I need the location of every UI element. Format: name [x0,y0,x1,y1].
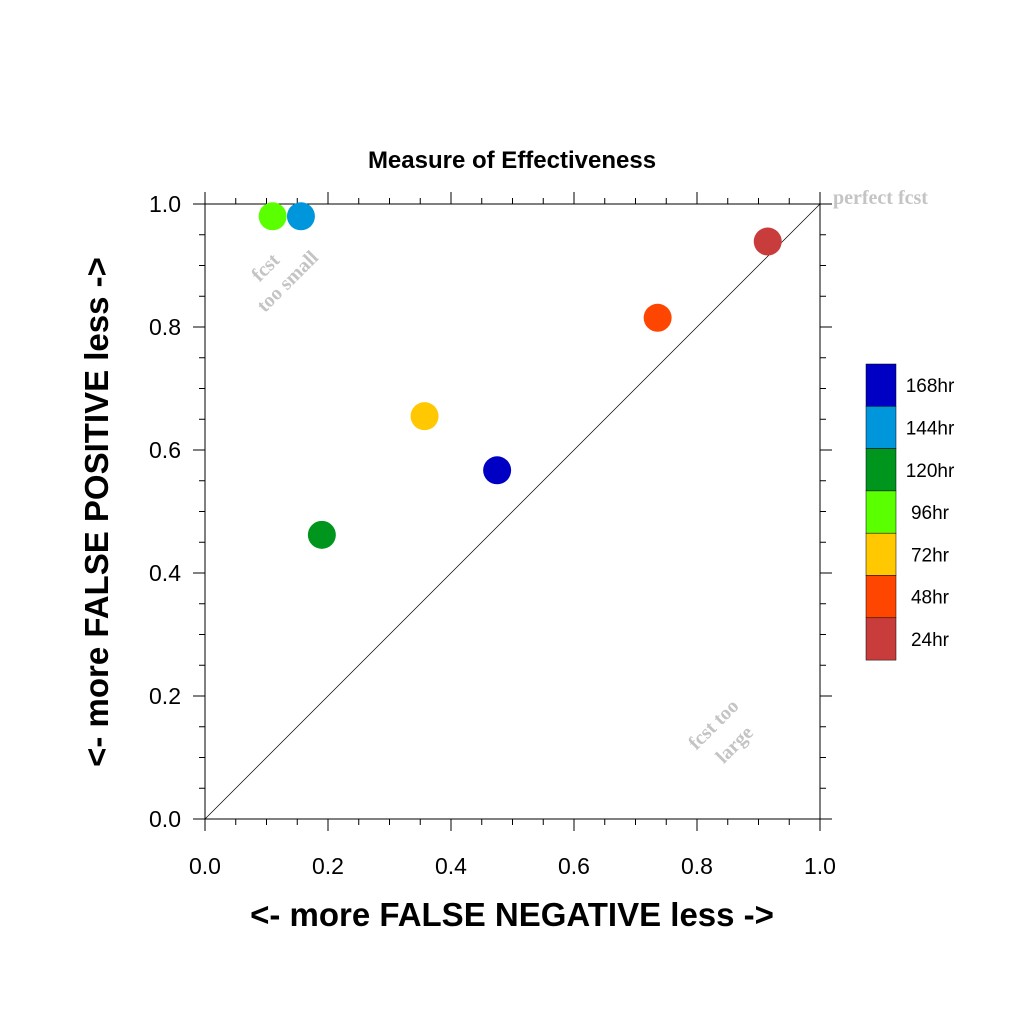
y-tick-label: 1.0 [149,191,181,217]
legend-swatch-72hr [865,532,897,576]
y-tick-label: 0.2 [149,683,181,709]
x-tick-label: 0.0 [189,853,221,879]
point-120hr [307,520,336,549]
x-tick-label: 0.2 [312,853,344,879]
y-tick-label: 0.0 [149,806,181,832]
legend-label-168hr: 168hr [906,376,955,397]
legend-swatch-24hr [865,617,897,661]
perfect-forecast-line [204,203,821,820]
legend-label-144hr: 144hr [906,418,955,439]
y-tick-label: 0.6 [149,437,181,463]
point-24hr [753,227,782,256]
legend-label-120hr: 120hr [906,461,955,482]
legend-swatch-96hr [865,490,897,534]
legend-label-72hr: 72hr [911,545,950,566]
legend: 168hr 144hr 120hr 96hr 72hr 48hr 24hr [865,363,955,661]
legend-swatch-168hr [865,363,897,407]
x-tick-label: 1.0 [804,853,836,879]
legend-label-24hr: 24hr [911,630,950,651]
point-96hr [258,202,287,231]
legend-swatch-144hr [865,406,897,449]
x-tick-label: 0.8 [681,853,713,879]
legend-swatch-120hr [865,448,897,492]
legend-swatch-48hr [865,575,897,619]
x-tick-label: 0.6 [558,853,590,879]
data-points [258,202,782,549]
legend-label-48hr: 48hr [911,588,950,609]
point-144hr [286,202,315,231]
y-tick-label: 0.8 [149,314,181,340]
plot-axes: 0.0 0.2 0.4 0.6 0.8 1.0 0.0 0.2 0.4 0.6 0.8 1.0 [149,191,836,879]
point-72hr [410,402,439,431]
chart-title: Measure of Effectiveness [368,147,656,174]
point-48hr [643,303,672,332]
x-axis-label: <- more FALSE NEGATIVE less -> [250,896,774,933]
y-tick-label: 0.4 [149,560,181,586]
legend-label-96hr: 96hr [911,503,950,524]
y-axis-label: <- more FALSE POSITIVE less -> [78,257,115,767]
x-tick-label: 0.4 [435,853,467,879]
annotation-perfect-forecast: perfect fcst [833,187,928,209]
point-168hr [483,456,512,485]
